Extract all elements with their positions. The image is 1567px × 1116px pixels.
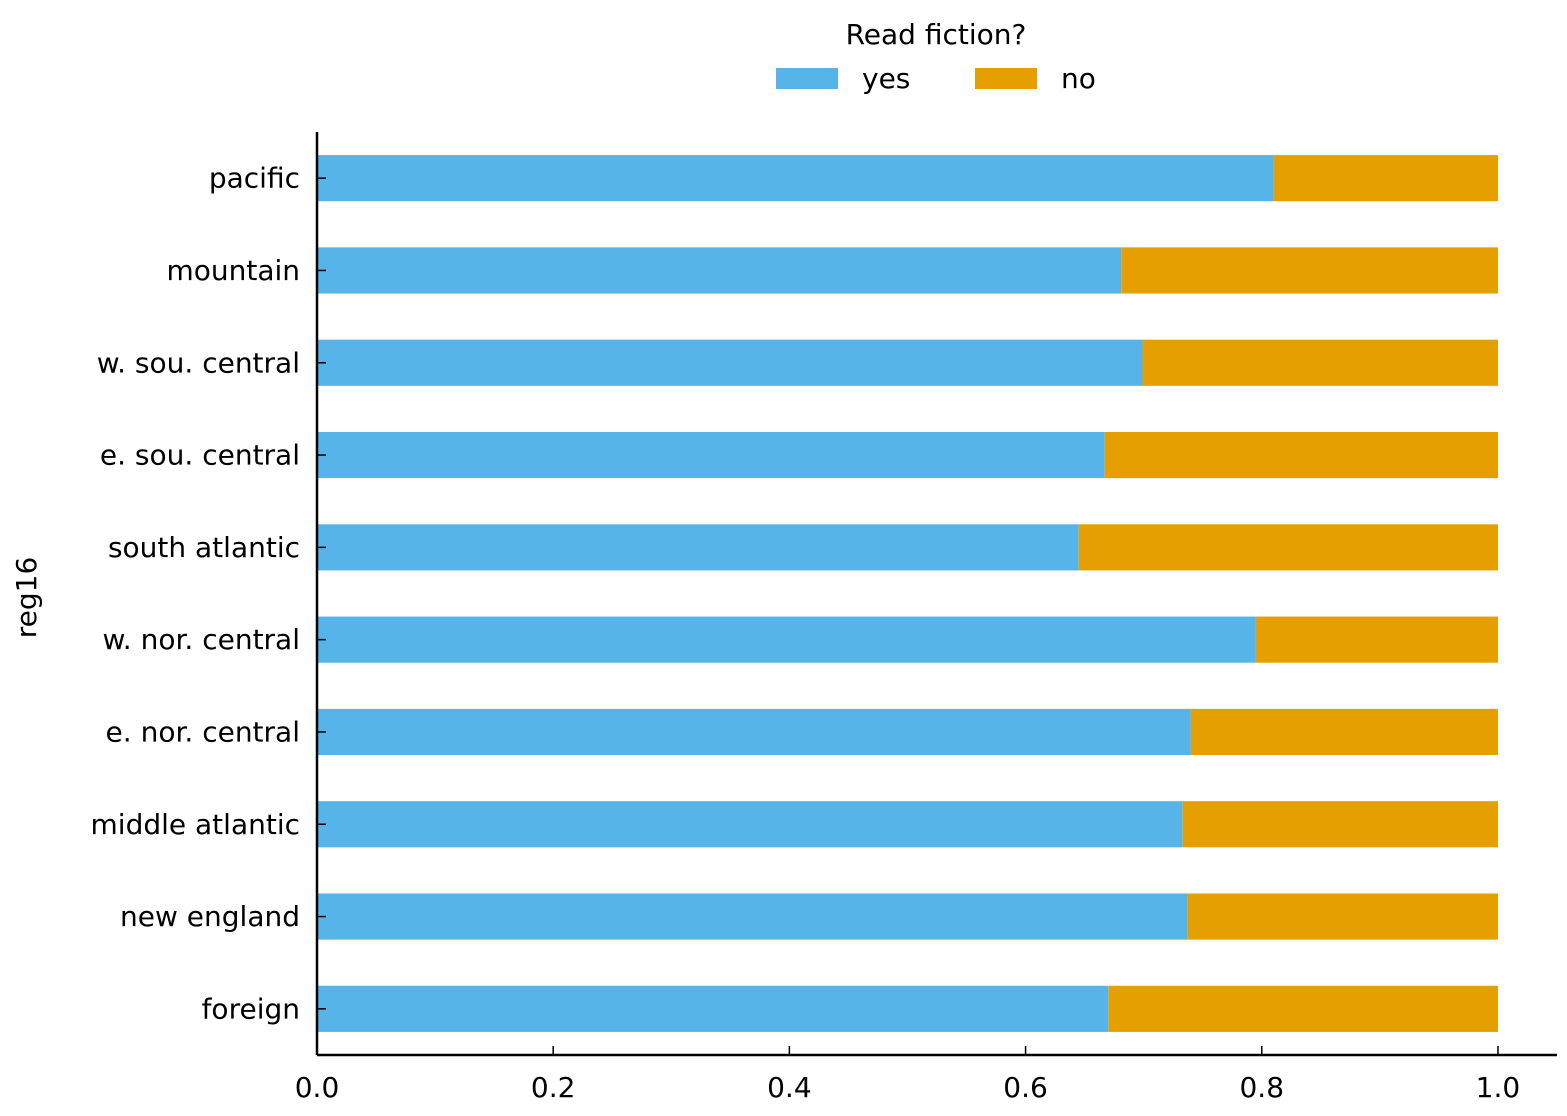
bar-no-foreign bbox=[1108, 985, 1498, 1032]
y-tick-label: middle atlantic bbox=[91, 808, 300, 841]
y-tick-label: south atlantic bbox=[108, 531, 300, 564]
bar-no-south-atlantic bbox=[1078, 524, 1498, 571]
bar-yes-w-nor-central bbox=[317, 616, 1256, 663]
bar-no-e-nor-central bbox=[1190, 708, 1498, 756]
bar-yes-middle-atlantic bbox=[317, 801, 1183, 848]
y-tick-label: e. nor. central bbox=[106, 715, 300, 748]
bar-yes-e-sou-central bbox=[317, 431, 1105, 479]
bar-yes-new-england bbox=[317, 893, 1188, 940]
x-tick-label: 0.6 bbox=[1003, 1071, 1048, 1104]
x-tick-label: 1.0 bbox=[1476, 1071, 1521, 1104]
legend-title: Read fiction? bbox=[846, 18, 1027, 51]
bar-no-mountain bbox=[1121, 247, 1498, 294]
bar-yes-foreign bbox=[317, 985, 1109, 1032]
x-tick-label: 0.2 bbox=[531, 1071, 576, 1104]
bar-yes-e-nor-central bbox=[317, 708, 1191, 756]
bar-no-new-england bbox=[1187, 893, 1498, 940]
y-axis-label: reg16 bbox=[10, 557, 43, 639]
bar-yes-mountain bbox=[317, 247, 1122, 294]
y-tick-label: e. sou. central bbox=[100, 439, 300, 472]
ticks-layer: foreign new england middle atlantic e. nor.… bbox=[91, 162, 1521, 1104]
bar-no-middle-atlantic bbox=[1182, 801, 1498, 848]
bar-yes-w-sou-central bbox=[317, 339, 1143, 386]
axes-layer bbox=[315, 132, 1557, 1057]
legend-swatch-no bbox=[975, 68, 1037, 89]
bar-no-w-nor-central bbox=[1255, 616, 1498, 663]
x-tick-label: 0.4 bbox=[767, 1071, 812, 1104]
x-tick-label: 0.8 bbox=[1239, 1071, 1284, 1104]
y-tick-label: w. sou. central bbox=[97, 346, 300, 379]
legend-label-no: no bbox=[1061, 62, 1096, 95]
legend-swatch-yes bbox=[776, 68, 838, 89]
bar-no-w-sou-central bbox=[1142, 339, 1498, 386]
legend: Read fiction? yes no bbox=[776, 18, 1096, 95]
bar-yes-south-atlantic bbox=[317, 524, 1079, 571]
bar-no-pacific bbox=[1273, 155, 1498, 202]
bar-no-e-sou-central bbox=[1104, 431, 1498, 479]
x-tick-label: 0.0 bbox=[295, 1071, 340, 1104]
y-tick-label: w. nor. central bbox=[102, 623, 300, 656]
y-tick-label: foreign bbox=[202, 992, 300, 1025]
bars-layer bbox=[317, 155, 1498, 1032]
y-tick-label: mountain bbox=[166, 254, 300, 287]
legend-label-yes: yes bbox=[862, 62, 910, 95]
bar-yes-pacific bbox=[317, 155, 1274, 202]
y-tick-label: new england bbox=[120, 900, 300, 933]
y-tick-label: pacific bbox=[209, 162, 300, 195]
